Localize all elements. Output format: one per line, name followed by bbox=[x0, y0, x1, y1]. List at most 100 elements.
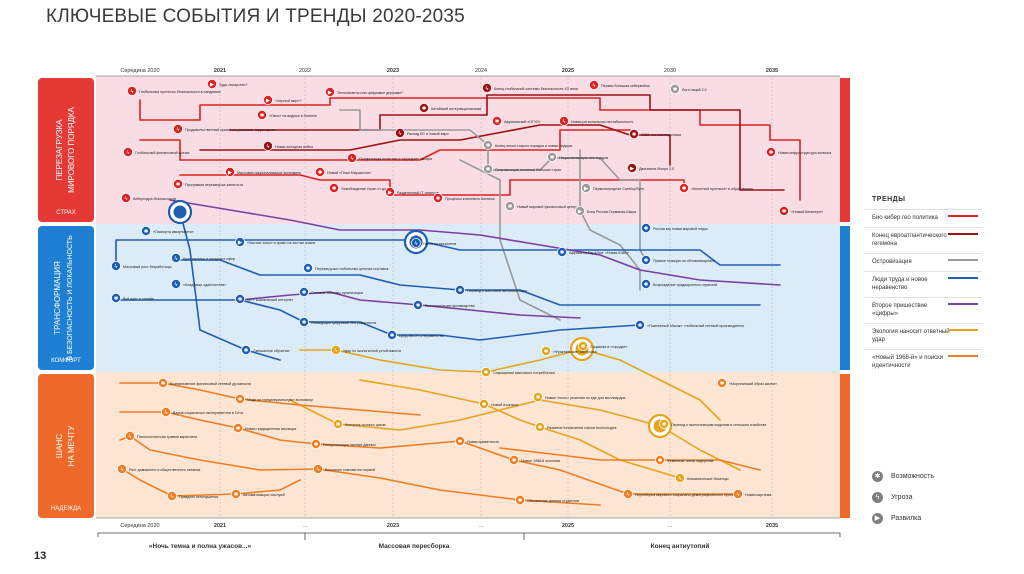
event-node[interactable]: ✱ Релокализация производства bbox=[412, 299, 474, 310]
event-node[interactable]: ✱ «Фрактальная» застройка bbox=[541, 345, 597, 356]
event-node[interactable]: ϟ Новая холодная война bbox=[262, 140, 313, 151]
event-node[interactable]: ✱ Национализация пестицидов bbox=[547, 151, 608, 162]
trend-line-blue-2 bbox=[175, 259, 761, 306]
event-node[interactable]: ✱ Островизация политики больших стран bbox=[482, 163, 561, 174]
event-node[interactable]: ✱ Переход к экологическим моделям в сельс… bbox=[659, 418, 766, 429]
event-node[interactable]: ▶ «Черный мир»? bbox=[262, 95, 301, 106]
event-node[interactable]: ▶ Массовая национализация экономики bbox=[224, 166, 301, 177]
event-node[interactable]: ✱ Социалка в «городах» bbox=[578, 340, 627, 351]
event-node[interactable]: ✱ Развитие fundamental natural technologi… bbox=[535, 421, 617, 432]
event-node[interactable]: ϟ Рост домашнего и общественного питания bbox=[117, 463, 200, 474]
event-node[interactable]: ✱ «Паспорта иммунитета» bbox=[140, 225, 194, 236]
svg-text:▶: ▶ bbox=[238, 240, 243, 246]
event-node[interactable]: ✱ Россия как новая мировой ледок bbox=[641, 222, 708, 233]
event-node[interactable]: ✱ «Морсеанский образ жизни» bbox=[717, 377, 777, 388]
event-node[interactable]: ϟ Взрыв социальных экспериментов в Сети bbox=[160, 406, 243, 417]
event-node[interactable]: ✱ Перезагрузка глобальных цепочек поставо… bbox=[302, 262, 389, 273]
svg-text:✱: ✱ bbox=[644, 225, 649, 232]
event-node[interactable]: ▶ Двигатели Монро 2.0 bbox=[627, 162, 674, 173]
event-label: Двигатели Монро 2.0 bbox=[639, 167, 674, 171]
event-node[interactable]: ϟ Кибергидра безопасности bbox=[121, 192, 176, 203]
event-node[interactable]: ϟ Поляризация политики и «фридом» эмоции bbox=[346, 152, 432, 163]
event-node[interactable]: ✱ Новый мировой финансовый центр bbox=[504, 200, 576, 211]
event-node[interactable]: ✱ Смешанное обучение bbox=[240, 344, 290, 355]
event-node[interactable]: ϟ Новая картинка bbox=[733, 488, 771, 499]
event-node[interactable]: ϟ Массовый рост безработицы bbox=[111, 260, 172, 271]
event-node[interactable]: ✱ Возрождение традиционных отраслей bbox=[641, 278, 717, 289]
event-node[interactable]: ϟ Пересборка мирового социально-демографи… bbox=[623, 488, 737, 499]
event-node[interactable]: ✱ Контроль полного цикла bbox=[332, 418, 386, 429]
event-label: Ликвидация цифровой безграмотности bbox=[311, 321, 376, 325]
event-node[interactable]: ✱ США: ню-изоляционизм bbox=[629, 128, 681, 139]
event-node[interactable]: ✱ Африка на ЕврАЗии: «Новая ЮВА» bbox=[557, 246, 629, 257]
event-node[interactable]: ▶ «Чистые зоны» и право на чистые жизни bbox=[234, 236, 315, 247]
event-node[interactable]: ▶ Чудо-лекарство? bbox=[206, 79, 247, 90]
event-node[interactable]: ✱ Африканский «НГУЛ» bbox=[491, 116, 540, 127]
event-node[interactable]: ✱ Ликвидация цифровой безграмотности bbox=[298, 316, 376, 327]
event-node[interactable]: ✱ Новая градационная изоляция bbox=[232, 422, 296, 433]
event-node[interactable]: ✱ Сокращение массового потребления bbox=[480, 366, 555, 377]
event-node[interactable]: ✱ Новый «План Маршалла» bbox=[314, 166, 371, 177]
event-node[interactable]: ✱ Новые «ноль» решения по еде для миллиар… bbox=[533, 391, 626, 402]
event-node[interactable]: ✱ Конец эпохи старого порядка и новые лид… bbox=[482, 139, 573, 150]
event-node[interactable]: ✱ Прямое позиции на обновляющемся bbox=[641, 254, 714, 265]
event-node[interactable]: ✱ Всё идет в онлайн bbox=[111, 292, 154, 303]
event-node[interactable]: ✱ «Кностный протокол» в образовании bbox=[679, 182, 753, 193]
event-node[interactable]: ▶ Разделенный IT-гигантов bbox=[384, 186, 439, 197]
event-node[interactable]: ▶ Техногиганты или цифровые державы? bbox=[324, 87, 403, 98]
event-node[interactable]: ϟ Глобальный финансовый кризис bbox=[123, 146, 190, 157]
event-label: Новая градационная изоляция bbox=[245, 427, 296, 431]
svg-text:ϟ: ϟ bbox=[177, 127, 180, 133]
event-node[interactable]: ✱ Лига наций 2.0 bbox=[670, 84, 707, 95]
event-node[interactable]: ϟ Новая региональная нестабильность bbox=[559, 116, 633, 127]
event-node[interactable]: ✱ «Новый Кимигерн» bbox=[779, 205, 823, 216]
event-node[interactable]: ▶ Блок Россия-Германия-Шары bbox=[575, 205, 637, 216]
event-node[interactable]: ✱ Возникновение финансовой сетевой духовн… bbox=[157, 377, 251, 388]
event-node[interactable]: ✱ Феминизм типов лидерства bbox=[655, 454, 713, 465]
event-node[interactable]: ✱ Обновление данных студентов bbox=[515, 494, 579, 505]
svg-text:✱: ✱ bbox=[482, 401, 487, 408]
event-node[interactable]: ✱ Сетевые системы организации bbox=[298, 286, 363, 297]
event-label: ЦифрЭКОН и неравенства bbox=[399, 334, 444, 338]
event-node[interactable]: ✱ «Пшеничный Масак»: глобальный сетевой п… bbox=[635, 319, 744, 330]
event-node[interactable]: ✱ Автоматизация госслужб bbox=[230, 488, 285, 499]
event-node[interactable]: ϟ Климатические беженцы bbox=[675, 472, 729, 483]
event-label: Китайский интернационализм bbox=[431, 107, 481, 111]
event-node[interactable]: ✱ 5G + космический интернет bbox=[234, 293, 293, 304]
event-node[interactable]: ✱ Новый изоктион bbox=[478, 398, 518, 409]
event-node[interactable]: ϟ Распад ЕС и новый евро bbox=[394, 127, 449, 138]
event-node[interactable]: ✱ Процессы ключевого бизнеса bbox=[432, 192, 495, 203]
event-node[interactable]: ✱ Переход к массовой автоматизации bbox=[454, 284, 527, 295]
event-node[interactable]: ϟ «Кладбище одиночества» bbox=[170, 278, 226, 289]
svg-text:✱: ✱ bbox=[581, 343, 586, 350]
event-node[interactable]: ϟ Удар по экологичной устойчивости bbox=[330, 344, 401, 355]
legend-marker-label: Возможность bbox=[891, 473, 935, 480]
event-label: Возрождение традиционных отраслей bbox=[653, 283, 717, 287]
event-node[interactable]: ✱ Новая инфраструктура космоса bbox=[766, 146, 831, 157]
event-node[interactable]: ϟ Психологическая травма карантина bbox=[125, 430, 197, 441]
event-node[interactable]: ϟ Первая большая кибервойна bbox=[589, 80, 650, 91]
event-node[interactable]: ϟ Крах ипотеки и городских сфер bbox=[170, 252, 235, 263]
event-node[interactable]: ϟ Биохакинг становится нормой bbox=[312, 463, 375, 474]
event-node[interactable]: ✱ Реперелизация личные данных bbox=[310, 438, 376, 449]
event-node[interactable]: ϟ Праздник неполушения bbox=[166, 490, 218, 501]
event-node[interactable]: ϟ Продовольственный кризис на уязвимых те… bbox=[172, 124, 276, 135]
trend-line-darkred-2 bbox=[199, 124, 671, 166]
event-node[interactable]: ϟ Налог на мигрантов bbox=[410, 237, 456, 248]
event-node[interactable]: ▶ Первоочередное СанМорПути bbox=[581, 182, 644, 193]
event-node[interactable]: ✱ Освобождение стран от долгов bbox=[328, 182, 393, 193]
event-node[interactable]: ✱ ЦифрЭКОН и неравенства bbox=[386, 329, 444, 340]
event-node[interactable]: ✱ Новая приватность bbox=[454, 435, 499, 446]
event-node[interactable]: ✱ Китайский интернационализм bbox=[418, 103, 481, 114]
event-node[interactable]: ✱ Новые 1968-й экологии bbox=[508, 454, 560, 465]
event-label: Новый мировой финансовый центр bbox=[517, 205, 576, 209]
event-node[interactable]: ✱ «Окно» на водные в биотехе bbox=[256, 110, 317, 121]
band-comfort-line1: ТРАНСФОРМАЦИЯ bbox=[53, 261, 62, 335]
gear-icon: ✱ bbox=[234, 393, 245, 404]
event-node[interactable]: ϟ Конец глобальной системы безопасности Х… bbox=[481, 83, 578, 94]
event-node[interactable]: ϟ Глобальные протесты безопасности в панд… bbox=[127, 86, 221, 97]
event-node[interactable]: ✱ Программа перезапуска занятости bbox=[172, 178, 243, 189]
legend-swatch bbox=[948, 215, 978, 217]
event-node[interactable]: ✱ Мода на «нематериальную» экономику bbox=[234, 393, 313, 404]
